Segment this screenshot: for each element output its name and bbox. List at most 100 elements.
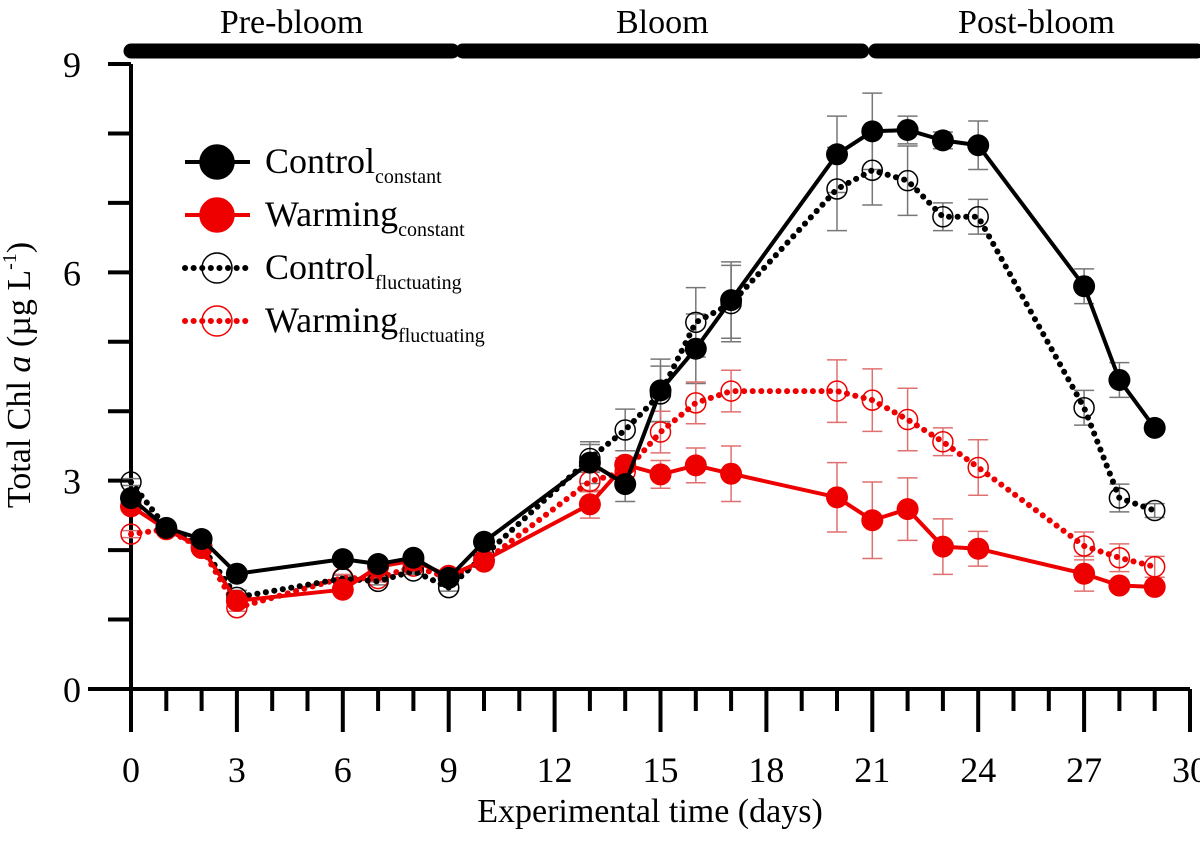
x-tick-label: 9 — [440, 750, 458, 790]
data-point — [1143, 416, 1166, 439]
legend-marker — [199, 144, 235, 180]
data-point — [967, 134, 990, 157]
series-line — [128, 167, 1158, 601]
data-point — [931, 129, 954, 152]
series-line — [128, 388, 1158, 611]
phase-label: Pre-bloom — [220, 4, 364, 41]
data-point — [473, 549, 495, 572]
y-axis-title: Total Chl a (µg L-1) — [0, 242, 38, 508]
y-tick-label: 9 — [63, 45, 81, 85]
data-point — [1108, 487, 1131, 509]
data-point — [861, 120, 884, 143]
data-point — [578, 493, 601, 516]
legend-label-subscript: constant — [398, 219, 465, 241]
legend-marker — [199, 197, 235, 233]
data-point — [684, 454, 707, 477]
data-point — [473, 530, 495, 553]
data-point — [614, 473, 637, 496]
data-point — [932, 431, 954, 453]
x-tick-label: 15 — [643, 750, 679, 790]
data-point — [331, 548, 354, 571]
y-axis-title-unit: (µg L — [1, 270, 38, 356]
data-point — [578, 451, 601, 474]
data-point — [1143, 499, 1166, 522]
y-tick-label: 0 — [63, 670, 81, 710]
legend-label-name: Control — [265, 247, 375, 287]
x-tick-label: 27 — [1066, 750, 1102, 790]
data-point — [1073, 535, 1095, 557]
data-point — [1073, 275, 1096, 298]
legend-label-name: Warming — [265, 194, 398, 234]
y-axis-title-part: Total Chl — [1, 373, 38, 509]
x-tick-label: 3 — [228, 750, 246, 790]
legend-label-name: Control — [265, 141, 375, 181]
legend-label-subscript: constant — [375, 166, 442, 188]
data-point — [1073, 562, 1096, 585]
phase-label: Bloom — [616, 4, 709, 41]
data-point — [685, 392, 707, 414]
data-point — [720, 380, 742, 402]
data-point — [861, 159, 884, 181]
y-tick-label: 3 — [63, 462, 81, 502]
legend-label: Controlfluctuating — [265, 247, 462, 294]
data-point — [155, 516, 178, 539]
data-point — [649, 421, 672, 443]
data-point — [1108, 368, 1131, 391]
legend-label-name: Warming — [265, 300, 398, 340]
data-point — [1108, 547, 1131, 569]
phase-label: Post-bloom — [958, 4, 1115, 41]
data-point — [826, 178, 848, 200]
data-point — [225, 589, 248, 612]
data-point — [896, 408, 919, 431]
data-point — [826, 143, 848, 166]
data-point — [190, 528, 213, 550]
data-point — [120, 487, 142, 510]
y-axis-title-italic: a — [1, 356, 38, 373]
data-point — [649, 379, 672, 402]
data-point — [649, 463, 672, 486]
legend-label: Warmingconstant — [265, 194, 465, 241]
series-lines — [120, 118, 1166, 619]
y-axis-title-sup: -1 — [0, 253, 21, 270]
y-tick-label: 6 — [63, 253, 81, 293]
data-point — [967, 456, 989, 479]
x-axis-title: Experimental time (days) — [477, 793, 823, 830]
x-tick-label: 21 — [854, 750, 890, 790]
x-tick-label: 24 — [960, 750, 996, 790]
data-point — [685, 311, 707, 334]
data-point — [1108, 574, 1131, 597]
legend-marker — [201, 305, 233, 337]
data-point — [1073, 397, 1095, 419]
x-tick-label: 30 — [1172, 750, 1200, 790]
x-tick-label: 6 — [334, 750, 352, 790]
data-point — [861, 509, 884, 532]
legend-label-subscript: fluctuating — [375, 272, 462, 294]
data-point — [896, 118, 919, 141]
data-point — [931, 535, 954, 558]
data-point — [861, 389, 884, 411]
series-line — [129, 462, 1155, 603]
legend-label: Warmingfluctuating — [265, 300, 485, 347]
data-point — [684, 337, 707, 360]
data-point — [896, 169, 919, 192]
x-tick-label: 0 — [122, 750, 140, 790]
legend-marker — [201, 252, 233, 284]
axes: 0 3 6 9 0 3 6 9 12 15 18 21 24 27 30 — [63, 45, 1200, 790]
data-point — [437, 566, 460, 589]
legend-label: Controlconstant — [265, 141, 442, 188]
data-point — [967, 206, 989, 228]
data-point — [614, 419, 636, 441]
data-point — [967, 537, 990, 560]
x-tick-label: 18 — [748, 750, 784, 790]
data-point — [402, 546, 425, 569]
data-point — [225, 562, 248, 585]
data-point — [1143, 575, 1166, 598]
data-point — [331, 578, 354, 601]
x-tick-label: 12 — [537, 750, 573, 790]
data-point — [932, 206, 954, 228]
legend: ControlconstantWarmingconstantControlflu… — [182, 141, 485, 347]
data-point — [896, 498, 919, 521]
legend-label-subscript: fluctuating — [398, 325, 485, 347]
data-point — [826, 380, 848, 402]
